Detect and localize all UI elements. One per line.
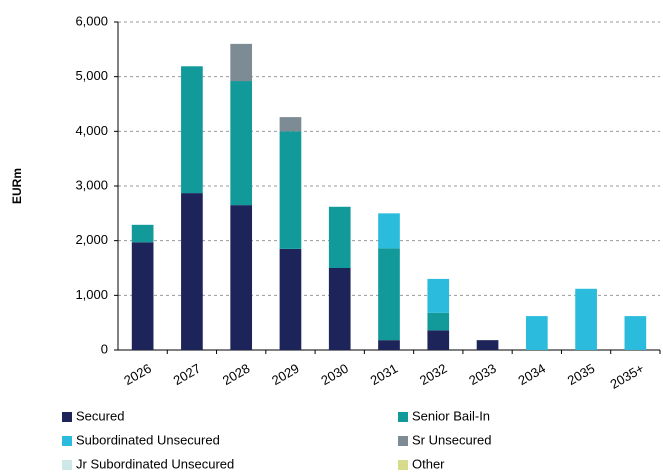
x-tick-label: 2028: [220, 361, 253, 388]
y-tick-label: 5,000: [75, 68, 108, 83]
x-tick-label: 2034: [515, 361, 548, 388]
bar-segment: [427, 312, 450, 331]
legend-swatch: [62, 412, 72, 422]
bar-segment: [230, 205, 253, 350]
legend-label: Senior Bail-In: [412, 408, 490, 423]
legend-swatch: [398, 460, 408, 470]
bar-segment: [525, 316, 548, 350]
bar-segment: [230, 81, 253, 206]
legend-label: Jr Subordinated Unsecured: [76, 456, 234, 471]
legend-swatch: [62, 460, 72, 470]
x-tick-label: 2029: [269, 361, 302, 388]
legend-swatch: [398, 412, 408, 422]
legend-label: Subordinated Unsecured: [76, 432, 220, 447]
bar-segment: [131, 242, 154, 350]
x-tick-label: 2027: [171, 361, 204, 388]
y-tick-label: 4,000: [75, 123, 108, 138]
bar-segment: [131, 224, 154, 243]
bar-segment: [378, 213, 400, 249]
bar-segment: [427, 278, 450, 313]
bar-segment: [476, 340, 499, 350]
x-tick-label: 2035: [565, 361, 598, 388]
bar-segment: [279, 248, 302, 350]
bar-segment: [181, 193, 203, 350]
y-tick-label: 3,000: [75, 177, 108, 192]
y-tick-label: 1,000: [75, 287, 108, 302]
bar-segment: [427, 330, 450, 350]
bar-segment: [230, 43, 253, 82]
bar-segment: [624, 316, 647, 350]
x-tick-label: 2033: [466, 361, 499, 388]
y-axis-label: EURm: [10, 168, 24, 204]
bar-segment: [575, 288, 597, 350]
legend-label: Sr Unsecured: [412, 432, 491, 447]
legend-swatch: [62, 436, 72, 446]
x-tick-label: 2035+: [607, 361, 646, 392]
bar-segment: [328, 206, 351, 268]
bar-segment: [181, 66, 203, 194]
x-tick-label: 2026: [121, 361, 154, 388]
y-tick-label: 0: [101, 341, 108, 356]
x-tick-label: 2030: [318, 361, 351, 388]
legend-label: Secured: [76, 408, 124, 423]
legend-label: Other: [412, 456, 445, 471]
x-tick-label: 2031: [368, 361, 401, 388]
bar-segment: [279, 117, 302, 132]
legend-swatch: [398, 436, 408, 446]
x-tick-label: 2032: [417, 361, 450, 388]
bar-segment: [279, 131, 302, 249]
y-tick-label: 2,000: [75, 232, 108, 247]
bar-segment: [328, 268, 351, 350]
y-tick-label: 6,000: [75, 13, 108, 28]
bar-segment: [378, 340, 400, 350]
bar-segment: [378, 248, 400, 341]
